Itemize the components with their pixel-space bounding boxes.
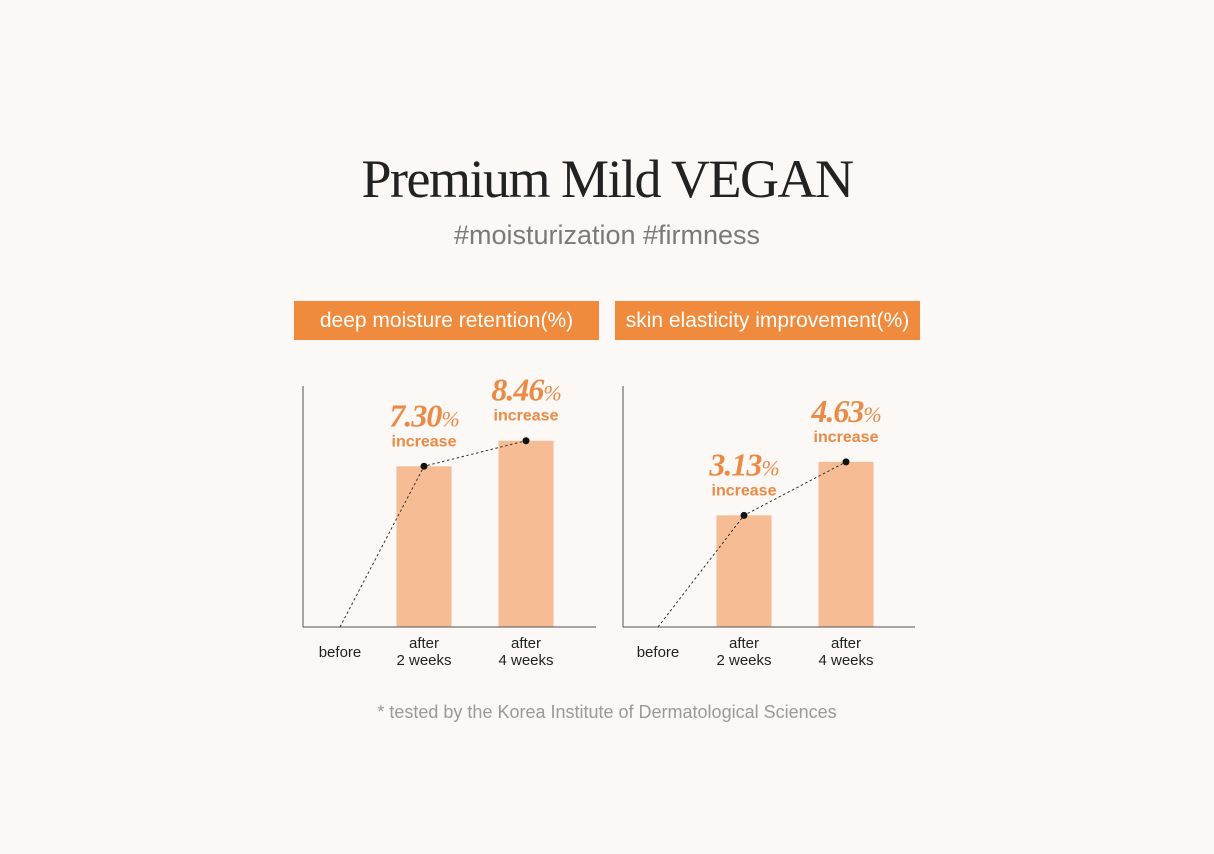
value-label-2: 3.13% [708,446,779,482]
value-number: 4.63 [810,393,864,429]
x-tick-label-2: after [409,635,439,652]
bar-3 [818,461,874,627]
x-tick-label-3: after [831,635,861,652]
increase-label-2: increase [392,433,457,450]
trend-point-2 [420,462,428,470]
x-tick-label-2: 2 weeks [716,652,771,669]
trend-point-3 [842,458,850,466]
x-tick-label-1: before [319,644,362,661]
chart-2-title-banner: skin elasticity improvement(%) [615,301,920,340]
value-unit: % [543,381,561,406]
value-label-3: 4.63% [810,393,881,429]
value-unit: % [863,402,881,427]
value-label-3: 8.46% [491,372,561,408]
footnote: * tested by the Korea Institute of Derma… [377,702,837,722]
value-number: 7.30 [389,397,442,433]
page-subtitle: #moisturization #firmness [453,220,761,250]
x-tick-label-3: 4 weeks [498,652,553,669]
x-tick-label-3: after [511,635,541,652]
x-tick-label-3: 4 weeks [818,652,873,669]
bar-2 [396,466,452,627]
x-tick-label-2: after [729,635,759,652]
trend-point-2 [740,511,748,519]
trend-point-3 [522,437,530,445]
bar-3 [498,440,554,627]
value-number: 8.46 [491,372,544,408]
value-unit: % [761,455,779,480]
value-unit: % [441,406,459,431]
x-tick-label-1: before [637,644,680,661]
page-title: Premium Mild VEGAN [361,149,854,209]
bar-2 [716,515,772,627]
value-number: 3.13 [708,446,762,482]
increase-label-3: increase [814,429,879,446]
increase-label-2: increase [712,482,777,499]
increase-label-3: increase [494,408,559,425]
chart-1-title-banner: deep moisture retention(%) [294,301,599,340]
value-label-2: 7.30% [389,397,459,433]
x-tick-label-2: 2 weeks [396,652,451,669]
